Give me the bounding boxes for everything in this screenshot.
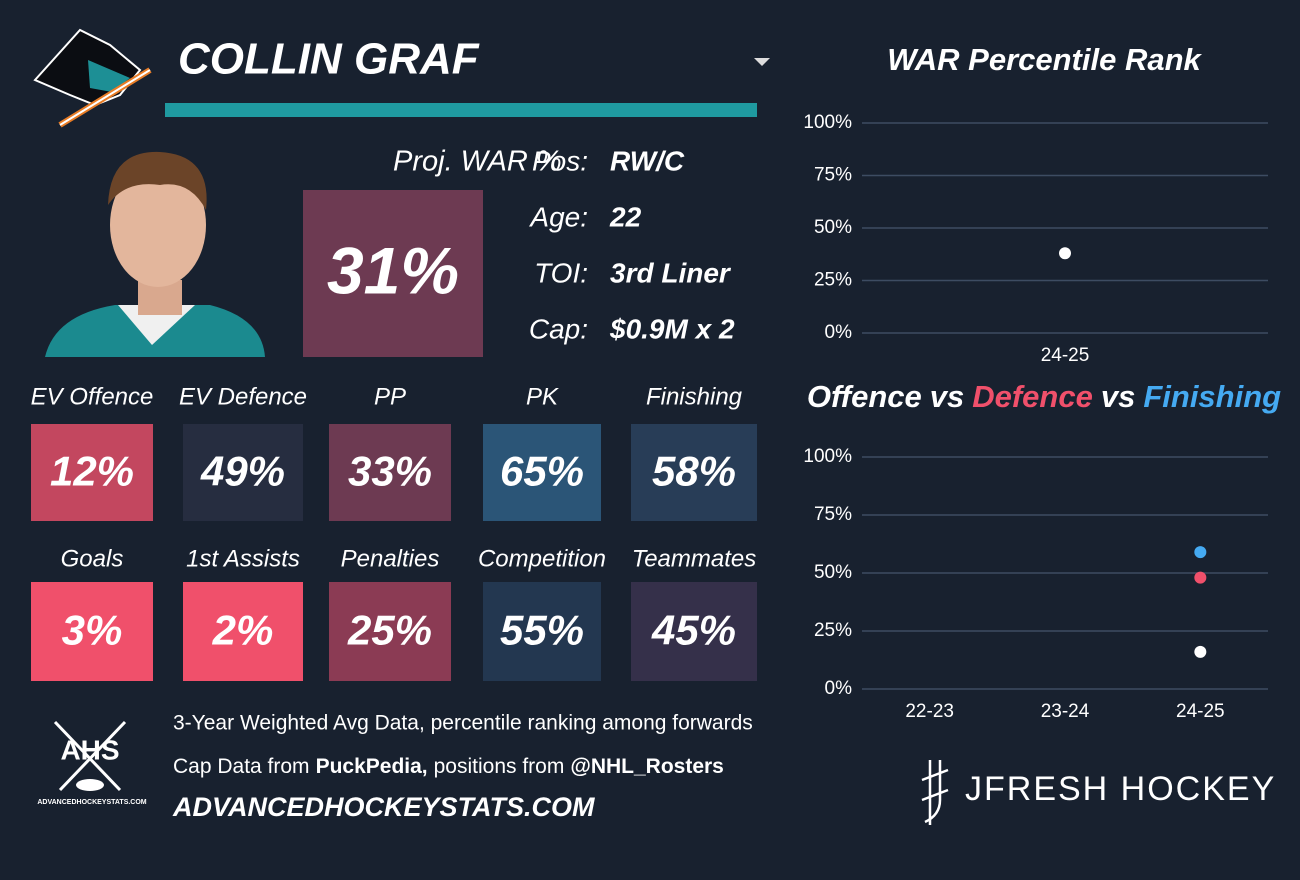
y-tick-label: 0%: [825, 678, 853, 699]
y-tick-label: 75%: [814, 165, 852, 186]
tile-value: 45%: [651, 607, 736, 654]
ahs-logo: [53, 720, 127, 792]
y-tick-label: 50%: [814, 217, 852, 238]
ahs-logo-caption: ADVANCEDHOCKEYSTATS.COM: [37, 799, 146, 806]
tile-label: PP: [374, 383, 406, 410]
tile-value: 12%: [50, 448, 134, 495]
tile-value: 58%: [652, 448, 736, 495]
legend-entry: Finishing: [1143, 379, 1281, 414]
tile-value: 3%: [62, 607, 123, 654]
chart-legend-title: Offence vs Defence vs Finishing: [807, 379, 1281, 414]
player-name: COLLIN GRAF: [178, 35, 480, 84]
footer-segment: Cap Data from: [173, 755, 310, 778]
y-tick-label: 25%: [814, 620, 852, 641]
stat-tile: [329, 582, 451, 681]
proj-war-label: Proj. WAR %: [393, 146, 562, 178]
y-tick-label: 25%: [814, 270, 852, 291]
info-label: Cap:: [529, 313, 588, 344]
tile-value: 25%: [347, 607, 432, 654]
info-value: 3rd Liner: [610, 257, 732, 288]
tile-label: EV Defence: [179, 383, 307, 410]
stat-tile: [329, 424, 451, 521]
footer-segment: PuckPedia,: [316, 755, 428, 778]
brand: JFRESH HOCKEY: [965, 770, 1276, 808]
header-bar: [165, 103, 757, 117]
legend-entry: Defence: [972, 379, 1093, 414]
stat-tile: [483, 582, 601, 681]
info-value: RW/C: [610, 145, 685, 176]
x-tick-label: 24-25: [1176, 701, 1225, 722]
info-label: Pos:: [532, 145, 588, 176]
footer-site: ADVANCEDHOCKEYSTATS.COM: [172, 792, 595, 822]
stat-tile: [631, 424, 757, 521]
tile-value: 33%: [348, 448, 432, 495]
data-dot: [1059, 247, 1071, 260]
data-dot: [1194, 571, 1207, 584]
data-dot: [1194, 645, 1207, 658]
footer-line2: Cap Data from PuckPedia, positions from @NH…: [173, 755, 724, 778]
jfresh-logo: [921, 760, 949, 825]
tile-label: PK: [526, 383, 559, 410]
y-tick-label: 100%: [803, 446, 852, 467]
stat-tile: [31, 582, 153, 681]
legend-separator: vs: [1101, 379, 1135, 414]
footer-segment: @NHL_Rosters: [570, 755, 724, 778]
dropdown-arrow[interactable]: [754, 58, 770, 66]
info-value: $0.9M x 2: [609, 313, 735, 344]
tile-value: 2%: [212, 607, 274, 654]
y-tick-label: 50%: [814, 562, 852, 583]
stat-tile: [183, 582, 303, 681]
stat-tile: [483, 424, 601, 521]
proj-war-value: 31%: [327, 233, 459, 307]
y-tick-label: 0%: [825, 322, 853, 343]
legend-separator: vs: [930, 379, 964, 414]
info-label: Age:: [528, 201, 588, 232]
data-dot: [1194, 546, 1207, 559]
x-tick-label: 24-25: [1041, 345, 1090, 366]
footer-line1: 3-Year Weighted Avg Data, percentile ran…: [173, 712, 753, 735]
x-tick-label: 23-24: [1041, 701, 1090, 722]
y-tick-label: 100%: [803, 112, 852, 133]
info-value: 22: [609, 201, 642, 232]
info-label: TOI:: [534, 257, 588, 288]
tile-value: 49%: [200, 448, 285, 495]
proj-war-tile: [303, 190, 483, 357]
tile-label: Teammates: [632, 545, 757, 572]
team-logo: [33, 28, 152, 128]
stat-tile: [631, 582, 757, 681]
tile-label: EV Offence: [31, 383, 154, 410]
y-tick-label: 75%: [814, 504, 852, 525]
tile-label: 1st Assists: [186, 545, 300, 572]
tile-label: Penalties: [341, 545, 440, 572]
footer-segment: positions from: [434, 755, 565, 778]
stat-tile: [31, 424, 153, 521]
ahs-logo-text: AHS: [60, 734, 119, 765]
chart-title: WAR Percentile Rank: [887, 42, 1202, 77]
tile-label: Competition: [478, 545, 606, 572]
player-photo: [45, 151, 265, 357]
tile-label: Goals: [61, 545, 124, 572]
x-tick-label: 22-23: [905, 701, 954, 722]
tile-value: 55%: [500, 607, 584, 654]
legend-entry: Offence: [807, 379, 922, 414]
tile-label: Finishing: [646, 383, 743, 410]
stat-tile: [183, 424, 303, 521]
tile-value: 65%: [500, 448, 584, 495]
